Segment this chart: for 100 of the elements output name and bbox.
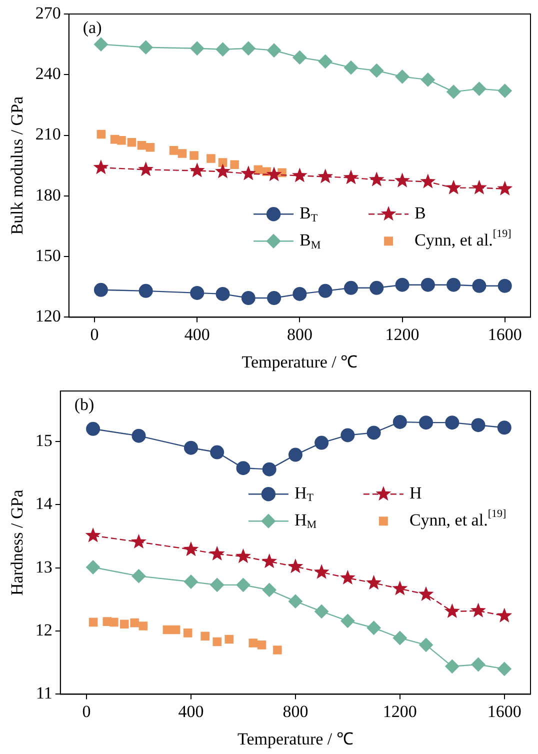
point [162,625,172,634]
point [138,162,154,176]
point [216,42,230,56]
point [183,541,199,556]
annotation: (b) [74,394,94,414]
point [343,170,359,184]
point [88,618,98,627]
point [117,136,126,145]
point [120,620,129,628]
point [236,461,250,476]
point [288,594,302,608]
point [241,41,256,56]
point [472,278,486,293]
point [318,284,332,298]
point [262,553,278,568]
point [190,41,204,56]
x-tick-label: 0 [90,324,99,344]
point [200,632,210,640]
point [370,64,384,78]
point [292,286,307,301]
point [498,84,512,98]
point [288,448,302,462]
point [446,180,462,194]
point [93,159,109,174]
point [146,143,155,152]
x-tick-label: 1200 [385,324,420,344]
point [419,638,434,652]
point [314,564,330,579]
point [184,574,198,589]
point [267,43,282,58]
point [138,40,153,54]
point [418,586,434,601]
point [445,659,460,674]
point [248,638,258,648]
point [340,428,355,442]
point [340,614,355,628]
point [206,154,216,163]
y-tick-label: 270 [35,3,61,22]
y-tick-label: 210 [35,124,61,144]
point [497,420,512,435]
point [446,278,461,292]
point [262,462,276,476]
point [370,280,384,295]
y-tick-label: 150 [35,246,61,266]
point [470,602,486,618]
point [444,603,460,618]
point [471,418,486,432]
point [130,618,139,628]
point [235,548,251,564]
point [189,162,205,178]
point [132,428,146,443]
point [366,426,381,440]
point [131,534,146,549]
x-tick-label: 800 [286,324,312,344]
y-axis-title: Bulk modulus / GPa [8,96,27,235]
y-tick-label: 180 [35,185,61,204]
point [178,149,187,158]
point [392,414,407,429]
x-tick-label: 400 [184,324,210,344]
x-tick-label: 1600 [487,702,522,721]
point [420,174,436,188]
point [366,574,382,590]
point [138,622,148,630]
point [340,570,356,585]
point [94,282,108,297]
point [171,625,180,634]
point [209,546,225,561]
point [216,286,230,301]
point [292,168,308,182]
point [446,84,461,99]
point [266,166,282,182]
y-axis-title: Hardness / GPa [8,489,27,596]
point [94,37,108,52]
point [471,180,487,194]
point [241,291,256,305]
point [132,569,146,584]
point [318,54,332,68]
point [184,440,198,455]
point [314,436,329,450]
y-tick-label: 13 [35,557,52,576]
point [496,608,512,622]
point [314,604,329,618]
point [419,416,434,430]
point [169,146,178,155]
point [420,72,435,87]
point [190,286,204,300]
point [110,618,118,627]
point [240,166,256,180]
point [318,168,334,184]
point [497,662,512,676]
point [215,164,230,178]
y-tick-label: 11 [36,684,52,703]
point [86,560,100,574]
x-tick-label: 800 [282,702,308,721]
point [368,172,384,186]
x-tick-label: 1200 [382,702,417,721]
point [236,578,250,592]
point [230,160,239,169]
y-tick-label: 14 [35,494,53,514]
point [273,646,282,654]
